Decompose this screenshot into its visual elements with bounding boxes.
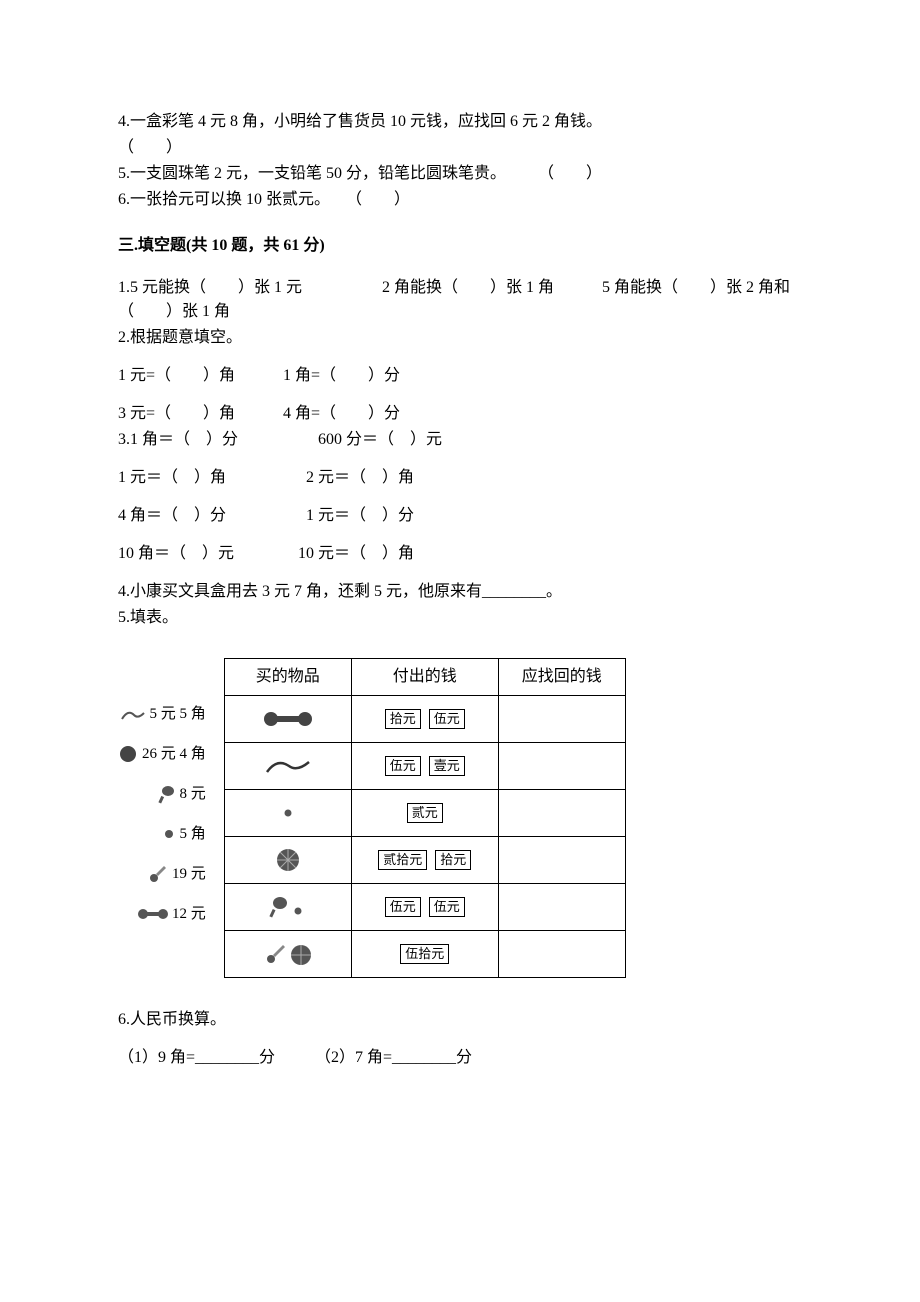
price-row-3: 8 元 (118, 774, 210, 814)
money-tag: 壹元 (429, 756, 465, 776)
price-label: 5 元 5 角 (150, 703, 206, 726)
fill-q3-a: 3.1 角＝（ ）分 600 分＝（ ）元 (118, 428, 802, 452)
fill-q6-head: 6.人民币换算。 (118, 1008, 802, 1032)
item-cell (224, 837, 351, 884)
table-row: 伍元 伍元 (224, 884, 625, 931)
paid-cell: 伍拾元 (351, 931, 498, 978)
col-item: 买的物品 (224, 659, 351, 696)
price-row-4: 5 角 (118, 814, 210, 854)
fill-q5-head: 5.填表。 (118, 606, 802, 630)
change-cell[interactable] (498, 790, 625, 837)
dumbbell-icon (263, 709, 313, 729)
money-tag: 伍元 (385, 897, 421, 917)
fill-q3-d: 10 角＝（ ）元 10 元＝（ ）角 (118, 542, 802, 566)
fill-q2-b: 3 元=（ ）角 4 角=（ ）分 (118, 402, 802, 426)
table-row: 贰拾元 拾元 (224, 837, 625, 884)
change-cell[interactable] (498, 931, 625, 978)
price-row-5: 19 元 (118, 854, 210, 894)
rope-icon (263, 756, 313, 776)
question-6: 6.一张拾元可以换 10 张贰元。 （ ） (118, 188, 802, 212)
rope-icon (120, 705, 146, 723)
table-row: 伍元 壹元 (224, 743, 625, 790)
money-tag: 贰元 (407, 803, 443, 823)
dumbbell-icon (138, 906, 168, 922)
price-label: 12 元 (172, 903, 206, 926)
change-cell[interactable] (498, 743, 625, 790)
bead-icon (162, 827, 176, 841)
item-cell (224, 790, 351, 837)
table-row: 伍拾元 (224, 931, 625, 978)
racket-bead-icon (268, 895, 308, 919)
money-tag: 伍元 (429, 897, 465, 917)
price-row-1: 5 元 5 角 (118, 694, 210, 734)
worksheet-page: 4.一盒彩笔 4 元 8 角，小明给了售货员 10 元钱，应找回 6 元 2 角… (0, 0, 920, 1302)
item-cell (224, 931, 351, 978)
price-label-list: 5 元 5 角 26 元 4 角 8 元 5 角 19 元 12 元 (118, 658, 210, 934)
fill-q1: 1.5 元能换（ ）张 1 元 2 角能换（ ）张 1 角 5 角能换（ ）张 … (118, 276, 802, 324)
price-label: 19 元 (172, 863, 206, 886)
change-cell[interactable] (498, 837, 625, 884)
money-tag: 伍拾元 (400, 944, 449, 964)
fill-q4: 4.小康买文具盒用去 3 元 7 角，还剩 5 元，他原来有________。 (118, 580, 802, 604)
section-3-title: 三.填空题(共 10 题，共 61 分) (118, 234, 802, 258)
question-4-line1: 4.一盒彩笔 4 元 8 角，小明给了售货员 10 元钱，应找回 6 元 2 角… (118, 110, 802, 134)
price-table-block: 5 元 5 角 26 元 4 角 8 元 5 角 19 元 12 元 (118, 658, 802, 978)
purchase-table: 买的物品 付出的钱 应找回的钱 拾元 伍元 伍元 (224, 658, 626, 978)
racket-icon (156, 784, 176, 804)
price-row-2: 26 元 4 角 (118, 734, 210, 774)
change-cell[interactable] (498, 696, 625, 743)
money-tag: 拾元 (435, 850, 471, 870)
price-label: 5 角 (180, 823, 206, 846)
fill-q2-head: 2.根据题意填空。 (118, 326, 802, 350)
paid-cell: 伍元 壹元 (351, 743, 498, 790)
item-cell (224, 743, 351, 790)
shuttle-ball-icon (263, 941, 313, 967)
price-row-6: 12 元 (118, 894, 210, 934)
question-4-line2: （ ） (118, 136, 802, 160)
table-header-row: 买的物品 付出的钱 应找回的钱 (224, 659, 625, 696)
price-label: 8 元 (180, 783, 206, 806)
fill-q6-line: （1）9 角=________分 （2）7 角=________分 (118, 1046, 802, 1070)
col-paid: 付出的钱 (351, 659, 498, 696)
paid-cell: 贰元 (351, 790, 498, 837)
shuttle-icon (148, 864, 168, 884)
bead-icon (282, 807, 294, 819)
fill-q2-a: 1 元=（ ）角 1 角=（ ）分 (118, 364, 802, 388)
money-tag: 伍元 (385, 756, 421, 776)
paid-cell: 拾元 伍元 (351, 696, 498, 743)
money-tag: 伍元 (429, 709, 465, 729)
paid-cell: 贰拾元 拾元 (351, 837, 498, 884)
money-tag: 拾元 (385, 709, 421, 729)
money-tag: 贰拾元 (378, 850, 427, 870)
question-5: 5.一支圆珠笔 2 元，一支铅笔 50 分，铅笔比圆珠笔贵。 （ ） (118, 162, 802, 186)
ball-icon (118, 744, 138, 764)
basketball-icon (275, 847, 301, 873)
paid-cell: 伍元 伍元 (351, 884, 498, 931)
fill-q3-c: 4 角＝（ ）分 1 元＝（ ）分 (118, 504, 802, 528)
fill-q3-b: 1 元＝（ ）角 2 元＝（ ）角 (118, 466, 802, 490)
item-cell (224, 696, 351, 743)
item-cell (224, 884, 351, 931)
price-label: 26 元 4 角 (142, 743, 206, 766)
table-row: 贰元 (224, 790, 625, 837)
change-cell[interactable] (498, 884, 625, 931)
col-change: 应找回的钱 (498, 659, 625, 696)
table-row: 拾元 伍元 (224, 696, 625, 743)
